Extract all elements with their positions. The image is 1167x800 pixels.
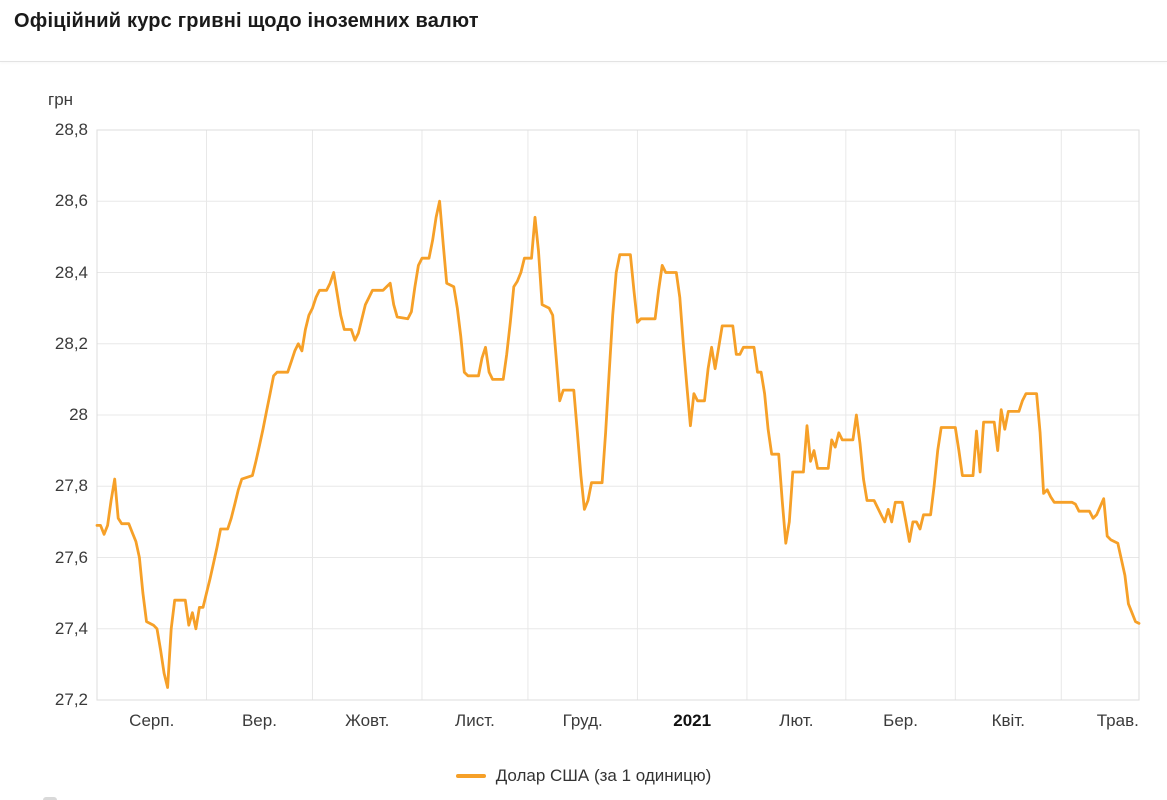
- y-tick-label: 27,8: [54, 476, 88, 496]
- y-axis-unit-label: грн: [48, 90, 74, 109]
- x-tick-label: Бер.: [883, 711, 918, 730]
- y-tick-label: 28,8: [54, 120, 88, 139]
- plot-border: [96, 129, 1140, 701]
- y-tick-label: 28: [69, 405, 88, 424]
- x-tick-label: Груд.: [562, 711, 603, 730]
- legend-label: Долар США (за 1 одиницю): [495, 766, 712, 785]
- title-divider: [0, 61, 1167, 62]
- y-tick-label: 28,2: [54, 333, 88, 353]
- series-line-usd: [95, 199, 1141, 689]
- x-tick-label: Лют.: [779, 711, 814, 730]
- y-tick-label: 27,2: [54, 690, 88, 709]
- x-tick-label: Вер.: [241, 711, 277, 730]
- x-tick-label: 2021: [673, 711, 712, 730]
- y-tick-label: 27,4: [54, 618, 88, 638]
- y-tick-label: 27,6: [54, 547, 88, 567]
- legend-line-swatch-icon: [455, 774, 486, 778]
- x-tick-label: Квіт.: [991, 711, 1025, 730]
- x-tick-label: Жовт.: [345, 711, 390, 730]
- y-tick-label: 28,4: [54, 262, 88, 282]
- y-tick-label: 28,6: [54, 191, 88, 211]
- bottom-edge-element: [43, 797, 57, 800]
- x-tick-label: Серп.: [129, 711, 175, 730]
- page-title: Офіційний курс гривні щодо іноземних вал…: [14, 10, 479, 32]
- chart-legend: Долар США (за 1 одиницю): [0, 763, 1167, 789]
- legend-item-usd[interactable]: Долар США (за 1 одиницю): [455, 766, 712, 786]
- x-tick-label: Лист.: [455, 711, 495, 730]
- x-tick-label: Трав.: [1096, 711, 1139, 730]
